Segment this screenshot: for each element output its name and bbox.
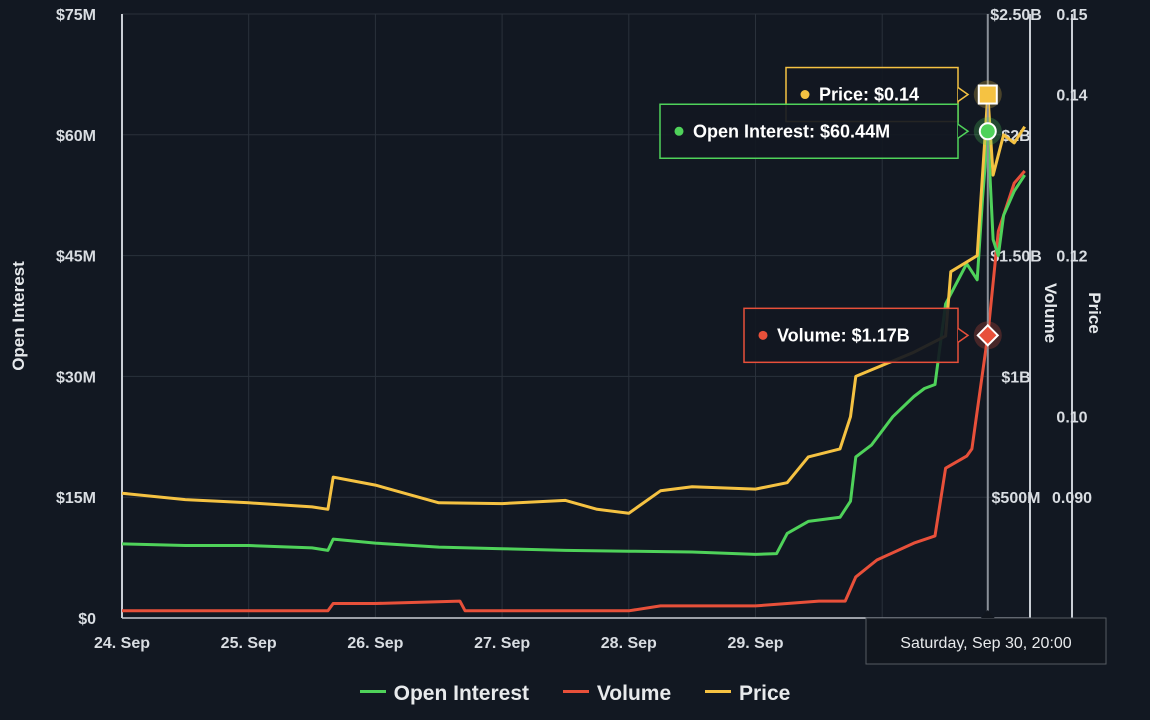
y-tick-label-volume: $2.50B: [990, 7, 1042, 24]
y-tick-label-price: 0.10: [1056, 410, 1087, 427]
y-tick-label-left: $0: [78, 611, 96, 628]
crosshair-label-box: [865, 617, 1107, 665]
series-line-volume: [122, 170, 1026, 613]
tooltip-pointer: [957, 86, 970, 103]
y-tick-label-price: 0.12: [1056, 249, 1087, 266]
y-axis-title-price: Price: [1085, 292, 1104, 334]
legend-label-volume: Volume: [596, 682, 672, 705]
legend-swatch-price: [704, 689, 731, 693]
x-tick-label: 24. Sep: [94, 635, 150, 652]
legend-label-open-interest: Open Interest: [393, 682, 529, 705]
legend-item-price[interactable]: Price: [704, 682, 791, 706]
crosshair-label-pointer: [980, 610, 995, 618]
tooltip-pointer: [957, 123, 970, 139]
legend-label-price: Price: [738, 682, 791, 705]
tooltip-text: Open Interest: $60.44M: [693, 121, 890, 141]
y-tick-label-left: $15M: [56, 490, 96, 507]
tooltip-text: Price: $0.14: [819, 85, 919, 105]
y-tick-label-volume: $1B: [1001, 369, 1030, 386]
tooltip-dot: [758, 330, 768, 340]
x-tick-label: 27. Sep: [474, 635, 530, 652]
y-tick-label-volume: $1.50B: [990, 249, 1042, 266]
open-interest-marker: [978, 122, 997, 141]
tooltip-text: Volume: $1.17B: [777, 325, 910, 345]
y-axis-title-left: Open Interest: [9, 261, 28, 371]
tooltip-dot: [674, 126, 684, 136]
legend-item-open-interest[interactable]: Open Interest: [359, 682, 529, 706]
y-tick-label-left: $75M: [56, 7, 96, 24]
tooltip-volume: Volume: $1.17B: [743, 307, 970, 364]
y-tick-label-price: 0.14: [1056, 88, 1087, 105]
x-tick-label: 25. Sep: [221, 635, 277, 652]
price-marker: [977, 84, 998, 105]
chart-legend: Open Interest Volume Price: [0, 682, 1150, 706]
y-tick-label-volume: $500M: [992, 490, 1041, 507]
crosshair-x-label: Saturday, Sep 30, 20:00: [865, 610, 1107, 665]
series-line-open-interest: [121, 129, 1026, 556]
y-tick-label-left: $30M: [56, 369, 96, 386]
legend-swatch-open-interest: [359, 689, 386, 693]
y-tick-label-left: $45M: [56, 249, 96, 266]
y-tick-label-price: 0.090: [1052, 490, 1092, 507]
tooltip-box: [659, 103, 959, 160]
legend-swatch-volume: [562, 689, 589, 693]
x-tick-label: 26. Sep: [347, 635, 403, 652]
y-axis-title-volume: Volume: [1041, 283, 1060, 343]
crosshair-label-text: Saturday, Sep 30, 20:00: [900, 635, 1071, 652]
x-tick-label: 29. Sep: [727, 635, 783, 652]
legend-item-volume[interactable]: Volume: [562, 682, 672, 706]
volume-marker: [976, 323, 1000, 347]
series-line-price: [121, 93, 1026, 515]
tooltip-box: [743, 307, 959, 364]
tooltip-dot: [800, 90, 810, 100]
y-tick-label-price: 0.15: [1056, 7, 1087, 24]
tooltip-open-interest: Open Interest: $60.44M: [659, 103, 970, 160]
x-tick-label: 28. Sep: [601, 635, 657, 652]
y-tick-label-left: $60M: [56, 128, 96, 145]
tooltip-pointer: [957, 327, 970, 343]
